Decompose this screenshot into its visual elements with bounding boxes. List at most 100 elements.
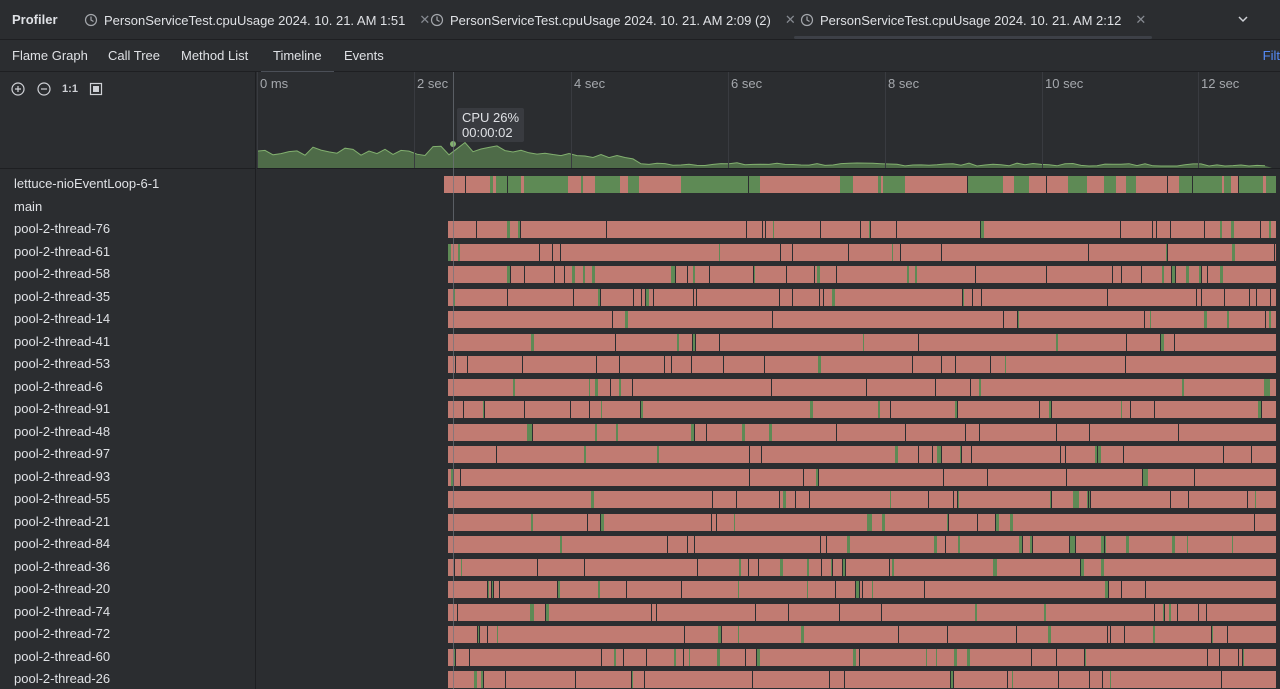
waiting-segment[interactable] [521,221,533,238]
waiting-segment[interactable] [1029,176,1046,193]
running-segment[interactable] [481,671,483,688]
thread-row[interactable] [257,376,1280,399]
waiting-segment[interactable] [561,288,563,306]
running-segment[interactable] [853,648,856,666]
waiting-segment[interactable] [483,378,491,396]
waiting-segment[interactable] [670,288,677,306]
running-segment[interactable] [1193,176,1200,193]
waiting-segment[interactable] [1084,513,1088,531]
waiting-segment[interactable] [985,468,987,486]
running-segment[interactable] [1104,176,1111,193]
waiting-segment[interactable] [991,356,995,373]
waiting-segment[interactable] [594,221,606,238]
waiting-segment[interactable] [756,401,793,418]
waiting-segment[interactable] [694,288,696,306]
waiting-segment[interactable] [1033,626,1046,643]
waiting-segment[interactable] [974,491,988,508]
waiting-segment[interactable] [857,423,905,441]
waiting-segment[interactable] [1052,491,1060,508]
running-segment[interactable] [843,558,844,576]
waiting-segment[interactable] [575,558,580,576]
waiting-segment[interactable] [981,378,1050,396]
running-segment[interactable] [1267,378,1270,396]
running-segment[interactable] [616,423,618,441]
waiting-segment[interactable] [972,491,974,508]
running-segment[interactable] [507,266,510,283]
waiting-segment[interactable] [741,558,748,576]
thread-row[interactable] [257,421,1280,444]
running-segment[interactable] [581,176,583,193]
waiting-segment[interactable] [625,401,637,418]
waiting-segment[interactable] [919,333,928,351]
waiting-segment[interactable] [1209,423,1265,441]
waiting-segment[interactable] [653,356,655,373]
running-segment[interactable] [687,176,693,193]
waiting-segment[interactable] [448,446,496,463]
waiting-segment[interactable] [727,513,734,531]
running-segment[interactable] [757,648,760,666]
waiting-segment[interactable] [955,446,960,463]
waiting-segment[interactable] [980,423,1027,441]
waiting-segment[interactable] [667,243,673,261]
waiting-segment[interactable] [801,221,803,238]
waiting-segment[interactable] [768,176,773,193]
waiting-segment[interactable] [720,648,727,666]
waiting-segment[interactable] [740,648,745,666]
waiting-segment[interactable] [1275,243,1276,261]
waiting-segment[interactable] [558,603,561,621]
waiting-segment[interactable] [1271,536,1276,553]
waiting-segment[interactable] [1172,401,1206,418]
waiting-segment[interactable] [1109,581,1121,598]
thread-name[interactable]: pool-2-thread-61 [14,243,111,259]
thread-name[interactable]: pool-2-thread-41 [14,333,111,349]
running-segment[interactable] [1105,581,1108,598]
running-segment[interactable] [735,176,748,193]
waiting-segment[interactable] [641,491,693,508]
running-segment[interactable] [451,468,453,486]
waiting-segment[interactable] [649,288,653,306]
waiting-segment[interactable] [909,333,918,351]
waiting-segment[interactable] [1182,333,1242,351]
waiting-segment[interactable] [783,221,795,238]
waiting-segment[interactable] [480,266,483,283]
waiting-segment[interactable] [728,333,731,351]
running-segment[interactable] [598,288,600,306]
waiting-segment[interactable] [464,333,531,351]
waiting-segment[interactable] [900,333,909,351]
running-segment[interactable] [1172,266,1175,283]
waiting-segment[interactable] [932,558,985,576]
waiting-segment[interactable] [529,266,540,283]
running-segment[interactable] [1269,221,1271,238]
waiting-segment[interactable] [1179,671,1204,688]
waiting-segment[interactable] [926,356,935,373]
waiting-segment[interactable] [1184,468,1194,486]
waiting-segment[interactable] [979,311,984,328]
running-segment[interactable] [878,176,881,193]
waiting-segment[interactable] [975,288,981,306]
thread-row[interactable] [257,511,1280,534]
running-segment[interactable] [872,581,873,598]
waiting-segment[interactable] [1148,558,1158,576]
waiting-segment[interactable] [1217,513,1228,531]
waiting-segment[interactable] [942,446,955,463]
waiting-segment[interactable] [1197,288,1201,306]
waiting-segment[interactable] [537,401,547,418]
waiting-segment[interactable] [1168,176,1179,193]
waiting-segment[interactable] [540,266,542,283]
waiting-segment[interactable] [1117,333,1120,351]
running-segment[interactable] [993,558,995,576]
waiting-segment[interactable] [891,401,894,418]
waiting-segment[interactable] [826,243,833,261]
running-segment[interactable] [1199,266,1201,283]
waiting-segment[interactable] [1099,288,1107,306]
waiting-segment[interactable] [879,243,892,261]
waiting-segment[interactable] [786,423,836,441]
waiting-segment[interactable] [608,468,611,486]
running-segment[interactable] [810,401,813,418]
waiting-segment[interactable] [491,311,545,328]
waiting-segment[interactable] [516,491,529,508]
waiting-segment[interactable] [1103,671,1110,688]
waiting-segment[interactable] [1184,491,1188,508]
waiting-segment[interactable] [760,176,768,193]
running-segment[interactable] [592,266,595,283]
